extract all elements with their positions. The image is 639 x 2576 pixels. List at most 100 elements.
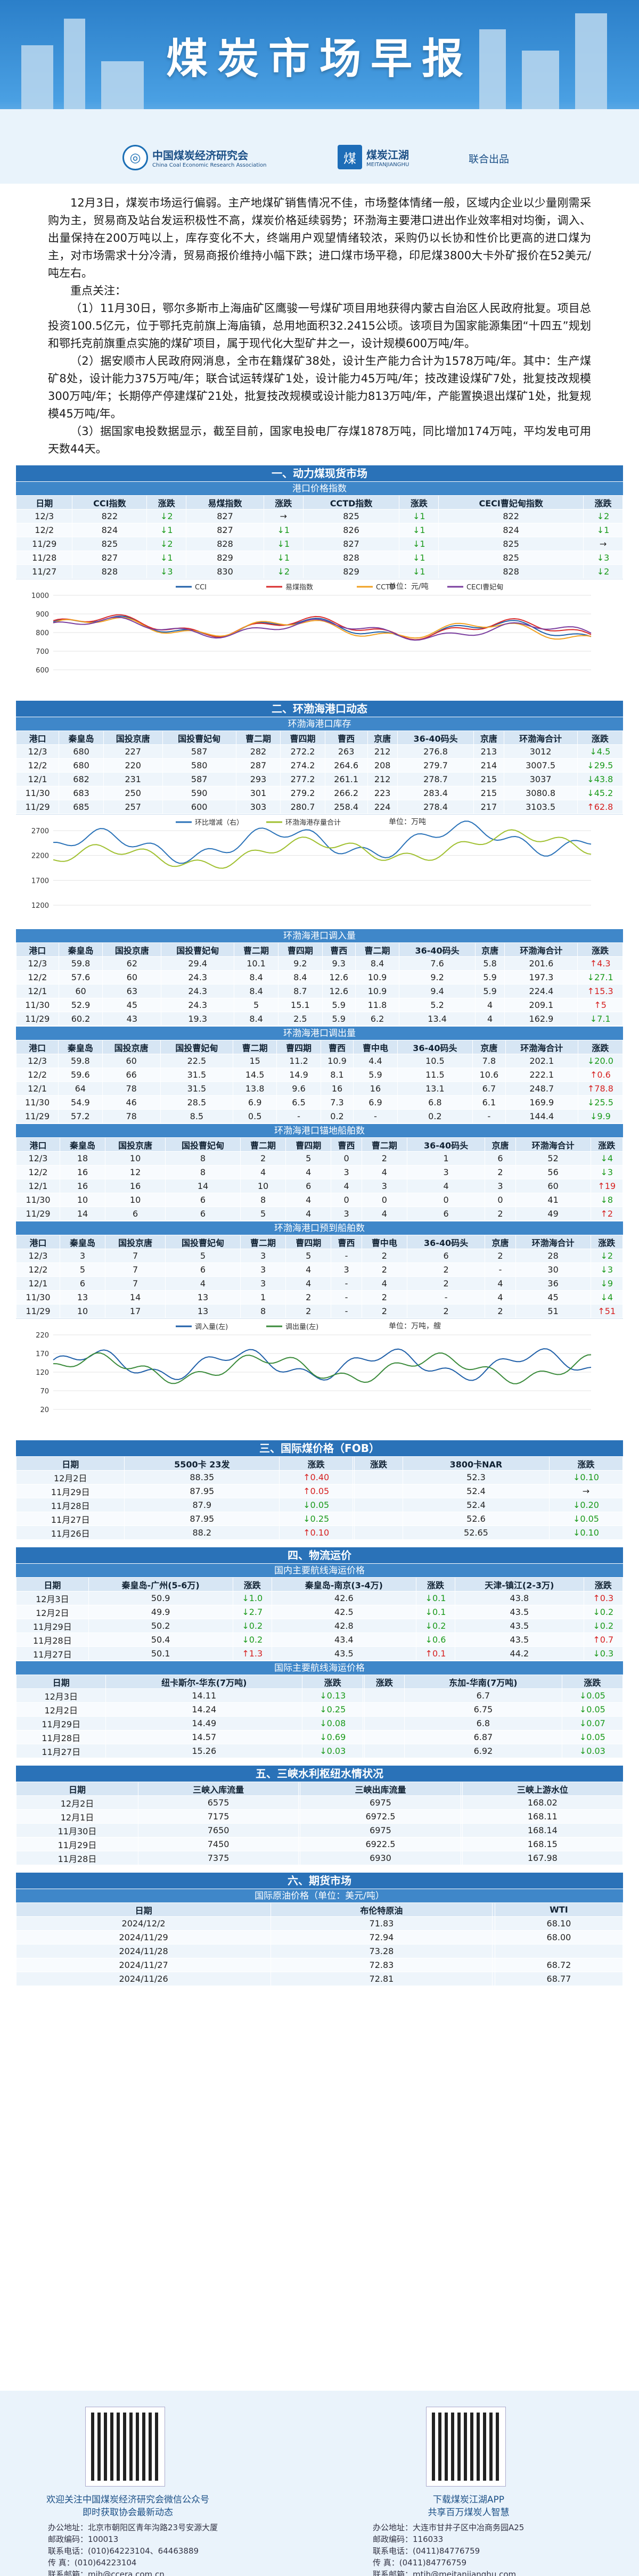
subsection-title: 环渤海港口预到船舶数 <box>16 1221 623 1235</box>
table-cell: 2 <box>485 1249 516 1263</box>
table-cell: 11/29 <box>15 1109 59 1123</box>
table-cell: ↓1.0 <box>232 1591 272 1605</box>
table-cell: 828 <box>438 564 584 579</box>
table-cell: 6.9 <box>232 1095 277 1110</box>
column-header: 环渤海合计 <box>505 1040 578 1054</box>
table-cell: 2 <box>485 1304 516 1318</box>
table-cell: 28.5 <box>160 1095 233 1110</box>
table-cell: 12/1 <box>16 984 59 998</box>
subsection-title: 港口价格指数 <box>16 481 623 495</box>
y-tick-label: 2200 <box>31 852 49 860</box>
table-cell: 685 <box>59 800 104 814</box>
series-line <box>53 617 592 640</box>
table-row: 11月30日 7650 6975 168.14 <box>16 1823 624 1837</box>
legend-label: 调出量(左) <box>285 1323 318 1331</box>
table-cell: 6.87 <box>404 1730 562 1744</box>
table-cell: 13.4 <box>399 1012 476 1026</box>
column-header: 曹西 <box>331 1235 362 1249</box>
table-row: 12/2 5 7 6 3 4 3 2 2-30 ↓3 <box>16 1262 623 1277</box>
legend-label: 环比增减（右） <box>195 819 243 827</box>
table-row: 12/3 18 10 8 2 5 0 2 1 6 52 ↓4 <box>16 1151 623 1166</box>
table-cell: 52 <box>515 1151 591 1166</box>
table-cell: 3080.8 <box>503 786 578 800</box>
section-title: 二、环渤海港口动态 <box>16 701 623 717</box>
table-cell: 3 <box>485 1179 516 1193</box>
table-cell: 50.1 <box>88 1646 233 1661</box>
table-cell: ↓0.69 <box>302 1730 364 1744</box>
table-cell: 88.2 <box>124 1525 280 1540</box>
table-cell: 14.57 <box>105 1730 303 1744</box>
section-title: 三、国际煤价格（FOB） <box>16 1440 623 1456</box>
port-stock-table: 港口 秦皇岛 国投京唐 国投曹妃甸 曹二期 曹四期 曹西 京唐 36-40码头 京唐 环渤海合计 涨跌… <box>15 731 624 814</box>
table-cell: 257 <box>103 800 163 814</box>
column-header: 曹二期 <box>235 731 281 745</box>
table-cell: 209.1 <box>504 998 578 1012</box>
table-cell: 825 <box>72 537 148 551</box>
table-row: 12/1 60 63 24.3 8.4 8.7 12.6 10.9 9.4 5.9 224.4 ↑15… <box>16 984 623 998</box>
table-cell: 224.4 <box>504 984 578 998</box>
table-cell: 14.11 <box>105 1688 303 1703</box>
column-header: 36-40码头 <box>397 731 474 745</box>
table-cell: ↓1 <box>583 523 623 537</box>
y-tick-label: 120 <box>36 1369 49 1377</box>
column-header: 36-40码头 <box>399 942 476 957</box>
price-index-chart: 单位：元/吨 CCI 易煤指数 CCTD CECI曹妃甸 1000 900 800 700 600 <box>16 579 623 693</box>
table-cell: 280.7 <box>280 800 325 814</box>
table-cell: 19.3 <box>161 1012 235 1026</box>
expected-ships-table: 港口 秦皇岛 国投京唐 国投曹妃甸 曹二期 曹四期 曹西 曹中电 36-40码头 京唐 环渤海合计涨… <box>16 1235 623 1318</box>
table-cell: 208 <box>367 758 398 773</box>
table-cell: 1 <box>240 1290 286 1305</box>
table-cell: 224 <box>367 800 398 814</box>
domestic-freight-table: 日期 秦皇岛-广州(5-6万) 涨跌 秦皇岛-南京(3-4万) 涨跌 天津-镇江(2-3万… <box>16 1577 624 1661</box>
table-cell: 222.1 <box>505 1068 578 1082</box>
table-cell: 49.9 <box>88 1605 233 1619</box>
table-row: 12/3 680 227 587 282 272.2 263 212 276.8 213 3012 ↓… <box>15 744 624 759</box>
table-cell: 4 <box>285 1276 332 1291</box>
table-cell: 7650 <box>137 1823 299 1837</box>
table-cell: 11月29日 <box>16 1619 89 1633</box>
table-cell: 168.11 <box>462 1809 624 1824</box>
table-cell: 6 <box>406 1249 486 1263</box>
table-cell: 214 <box>473 758 504 773</box>
table-cell: 11/29 <box>15 800 60 814</box>
table-cell: 4 <box>361 1276 407 1291</box>
table-cell: 46 <box>102 1095 161 1110</box>
table-cell: 827 <box>72 551 148 565</box>
port-stock-svg: 单位：万吨 环比增减（右） 环渤海港存量合计 2700 2200 1700 1200 <box>31 818 592 910</box>
table-cell: 10 <box>105 1193 166 1207</box>
table-cell: 2 <box>285 1290 332 1305</box>
table-cell: 0 <box>485 1193 516 1207</box>
y-tick-label: 20 <box>40 1406 49 1414</box>
series-line <box>53 829 592 869</box>
table-cell: - <box>331 1290 362 1305</box>
table-cell: 11月29日 <box>15 1716 106 1730</box>
table-cell: 9.2 <box>277 956 323 971</box>
table-cell: 56 <box>515 1165 591 1179</box>
table-cell: 17 <box>105 1304 166 1318</box>
table-cell: 0 <box>361 1193 407 1207</box>
table-cell: 24.3 <box>161 998 235 1012</box>
column-header: 涨跌 <box>577 1040 624 1054</box>
table-cell: ↑0.6 <box>577 1068 624 1082</box>
table-cell: 22.5 <box>160 1054 233 1068</box>
y-tick-label: 800 <box>36 629 49 637</box>
table-cell: ↓29.5 <box>577 758 624 773</box>
table-cell <box>354 1525 404 1540</box>
table-cell: 87.95 <box>124 1512 280 1526</box>
table-cell: 50.2 <box>88 1619 233 1633</box>
table-row: 11/30 13 14 13 1 2-2-4 45 ↓4 <box>16 1290 623 1305</box>
table-cell: 828 <box>72 564 148 579</box>
table-cell: 4 <box>165 1276 241 1291</box>
table-cell: ↓43.8 <box>577 772 624 786</box>
table-cell: 4 <box>285 1193 332 1207</box>
table-cell: 278.7 <box>397 772 474 786</box>
table-cell: 287 <box>235 758 281 773</box>
table-cell: 42.8 <box>271 1619 416 1633</box>
table-row: 11/30 54.9 46 28.5 6.9 6.5 7.3 6.9 6.8 6.1 169.9 ↓2… <box>15 1095 624 1110</box>
column-header: 涨跌 <box>583 1577 624 1591</box>
table-row: 11/29 685 257 600 303 280.7 258.4 224 278.4 217 31… <box>15 800 624 814</box>
table-cell: - <box>472 1109 506 1123</box>
table-cell: 2 <box>485 1207 516 1221</box>
column-header: 东加-华南(7万吨) <box>404 1675 562 1689</box>
